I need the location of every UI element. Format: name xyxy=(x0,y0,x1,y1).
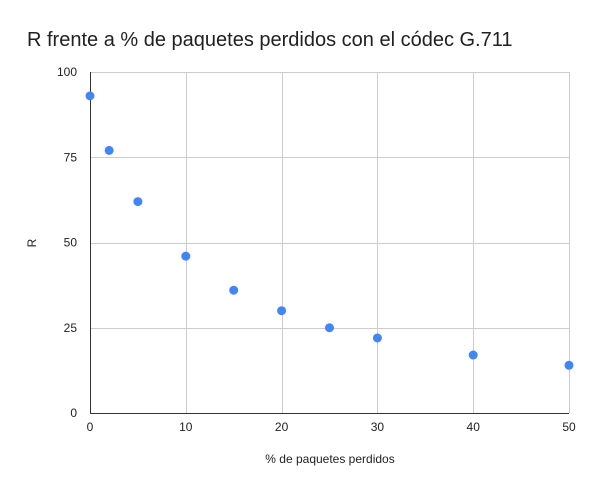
tick-labels: 0 10 20 30 40 50 0 25 50 75 100 xyxy=(57,65,576,434)
data-point xyxy=(325,323,334,333)
data-point xyxy=(133,197,143,207)
y-tick-label-25: 25 xyxy=(64,321,78,335)
data-point xyxy=(85,91,95,101)
x-tick-label-50: 50 xyxy=(562,420,576,434)
x-tick-label-40: 40 xyxy=(467,420,481,434)
y-tick-label-100: 100 xyxy=(57,65,77,79)
data-point xyxy=(277,306,287,316)
data-point xyxy=(229,285,239,295)
y-tick-label-75: 75 xyxy=(64,150,78,164)
x-tick-label-10: 10 xyxy=(179,420,193,434)
data-point xyxy=(181,251,191,261)
data-point xyxy=(468,350,478,360)
x-tick-label-0: 0 xyxy=(87,420,94,434)
grid xyxy=(90,72,570,414)
data-point xyxy=(104,145,114,155)
axes xyxy=(90,72,569,414)
x-tick-label-30: 30 xyxy=(371,420,385,434)
data-points xyxy=(85,91,574,370)
x-axis-title: % de paquetes perdidos xyxy=(265,452,394,466)
data-point xyxy=(564,360,574,370)
x-tick-label-20: 20 xyxy=(275,420,289,434)
data-point xyxy=(372,333,382,343)
chart-title: R frente a % de paquetes perdidos con el… xyxy=(27,29,513,51)
y-tick-label-50: 50 xyxy=(64,236,78,250)
y-axis-title: R xyxy=(25,238,39,247)
y-tick-label-0: 0 xyxy=(70,406,77,420)
